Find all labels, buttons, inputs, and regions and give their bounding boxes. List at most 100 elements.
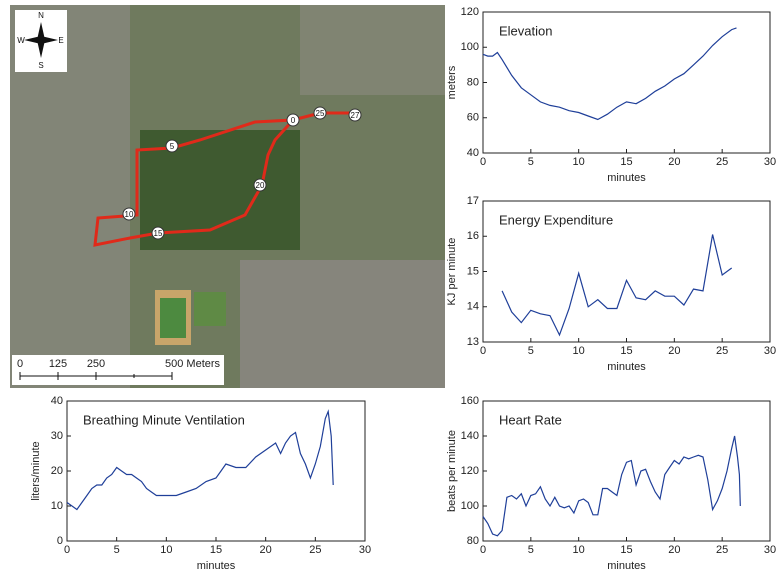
compass-star [24, 22, 58, 58]
y-tick-label: 100 [461, 500, 479, 512]
y-axis-label: liters/minute [30, 441, 42, 500]
x-tick-label: 20 [668, 544, 680, 556]
line [66, 409, 334, 511]
y-tick-label: 14 [467, 301, 479, 313]
x-tick-label: 10 [160, 544, 172, 556]
x-axis-label: minutes [607, 560, 646, 572]
line [482, 435, 741, 537]
marker [165, 139, 179, 153]
x-tick-label: 25 [716, 156, 728, 168]
x-tick-label: 0 [64, 544, 70, 556]
marker [151, 226, 165, 240]
line [482, 27, 737, 121]
park [140, 130, 300, 250]
x-tick-label: 20 [668, 345, 680, 357]
x-tick-label: 30 [359, 544, 371, 556]
marker-label: 20 [256, 181, 265, 190]
marker-label: 15 [154, 229, 163, 238]
y-tick-label: 80 [467, 535, 479, 547]
compass-label: S [38, 61, 43, 70]
x-tick-label: 5 [528, 156, 534, 168]
marker [253, 178, 267, 192]
y-tick-label: 13 [467, 336, 479, 348]
y-tick-label: 40 [51, 395, 63, 407]
y-tick-label: 30 [51, 430, 63, 442]
compass-label: W [17, 36, 25, 45]
x-tick-label: 25 [716, 544, 728, 556]
x-tick-label: 15 [210, 544, 222, 556]
y-axis-label: meters [446, 65, 458, 99]
field [194, 292, 226, 326]
x-tick-label: 25 [309, 544, 321, 556]
marker [286, 113, 300, 127]
y-tick-label: 120 [461, 6, 479, 18]
map: N E S W 0 25 27 5 20 10 15 0 125 250 500… [10, 5, 445, 388]
x-tick-label: 5 [114, 544, 120, 556]
y-axis-label: KJ per minute [446, 238, 458, 306]
marker [313, 106, 327, 120]
y-tick-label: 160 [461, 395, 479, 407]
y-tick-label: 20 [51, 465, 63, 477]
chart-title: Elevation [499, 23, 552, 38]
x-axis-label: minutes [197, 560, 236, 572]
y-tick-label: 10 [51, 500, 63, 512]
x-tick-label: 30 [764, 544, 776, 556]
x-tick-label: 10 [573, 156, 585, 168]
y-axis-label: beats per minute [446, 430, 458, 512]
chart-title: Breathing Minute Ventilation [83, 412, 245, 427]
route-markers: 0 25 27 5 20 10 15 [122, 106, 362, 240]
x-tick-label: 5 [528, 345, 534, 357]
axes-box [482, 11, 771, 154]
y-tick-label: 80 [467, 76, 479, 88]
scale-bar [19, 372, 173, 380]
compass-label: N [38, 11, 44, 20]
marker [122, 207, 136, 221]
city-blocks [240, 260, 445, 388]
x-tick-label: 10 [573, 544, 585, 556]
y-tick-label: 140 [461, 430, 479, 442]
marker-label: 25 [316, 109, 325, 118]
x-tick-label: 20 [668, 156, 680, 168]
scale-label: 500 Meters [165, 358, 221, 370]
x-axis-label: minutes [607, 361, 646, 373]
x-tick-label: 15 [620, 345, 632, 357]
y-tick-label: 60 [467, 112, 479, 124]
x-tick-label: 0 [480, 544, 486, 556]
marker-label: 0 [291, 116, 296, 125]
x-tick-label: 0 [480, 156, 486, 168]
x-tick-label: 25 [716, 345, 728, 357]
x-tick-label: 15 [620, 156, 632, 168]
y-tick-label: 40 [467, 147, 479, 159]
city-blocks [300, 5, 445, 95]
marker-label: 27 [351, 111, 360, 120]
compass-label: E [58, 36, 63, 45]
y-tick-label: 120 [461, 465, 479, 477]
x-tick-label: 10 [573, 345, 585, 357]
chart-title: Heart Rate [499, 412, 562, 427]
y-tick-label: 16 [467, 230, 479, 242]
marker-label: 10 [125, 210, 134, 219]
axes-box [482, 200, 771, 343]
scale-label: 250 [87, 358, 105, 370]
x-tick-label: 0 [480, 345, 486, 357]
chart-title: Energy Expenditure [499, 212, 613, 227]
x-tick-label: 20 [260, 544, 272, 556]
y-tick-label: 0 [57, 535, 63, 547]
x-tick-label: 5 [528, 544, 534, 556]
x-tick-label: 30 [764, 345, 776, 357]
field [160, 298, 186, 338]
line [501, 234, 733, 337]
x-axis-label: minutes [607, 172, 646, 184]
marker-label: 5 [170, 142, 175, 151]
y-tick-label: 100 [461, 41, 479, 53]
y-tick-label: 15 [467, 265, 479, 277]
y-tick-label: 17 [467, 195, 479, 207]
x-tick-label: 30 [764, 156, 776, 168]
marker [348, 108, 362, 122]
scale-label: 0 [17, 358, 23, 370]
scale-box [12, 355, 224, 385]
x-tick-label: 15 [620, 544, 632, 556]
scale-label: 125 [49, 358, 67, 370]
axes-box [482, 400, 771, 542]
